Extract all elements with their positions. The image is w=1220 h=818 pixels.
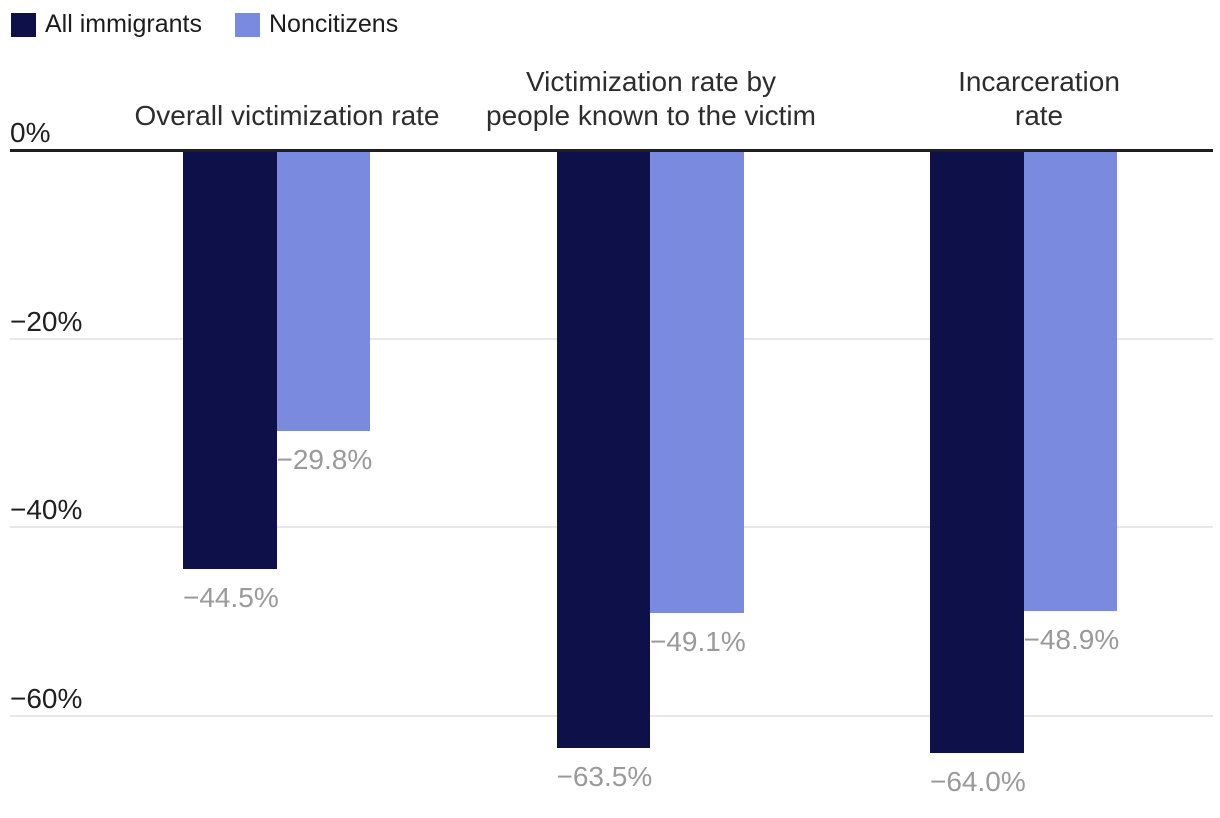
legend-item-all-immigrants: All immigrants	[11, 12, 202, 37]
column-header-2: Victimization rate by people known to th…	[486, 66, 816, 131]
value-label-noncitizens-group-2: −49.1%	[650, 625, 746, 657]
bar-all-immigrants-group-1	[183, 151, 277, 570]
y-tick-label: −60%	[10, 682, 83, 714]
legend: All immigrants Noncitizens	[11, 12, 398, 37]
legend-swatch-icon	[11, 12, 36, 37]
value-label-noncitizens-group-1: −29.8%	[276, 443, 373, 475]
legend-label: Noncitizens	[268, 10, 399, 38]
y-tick-label: −20%	[10, 305, 83, 337]
value-label-all-immigrants-group-1: −44.5%	[183, 582, 279, 614]
y-tick-label: 0%	[10, 117, 51, 148]
bar-noncitizens-group-1	[276, 151, 370, 431]
legend-swatch-icon	[234, 12, 260, 37]
bar-noncitizens-group-2	[650, 151, 744, 613]
legend-label: All immigrants	[45, 10, 202, 38]
column-header-1: Overall victimization rate	[134, 100, 440, 131]
y-tick-label: −40%	[10, 494, 83, 525]
bar-all-immigrants-group-3	[930, 151, 1024, 754]
value-label-all-immigrants-group-3: −64.0%	[930, 766, 1026, 798]
column-header-3: Incarceration rate	[958, 66, 1120, 131]
value-label-all-immigrants-group-2: −63.5%	[556, 761, 653, 793]
bar-noncitizens-group-3	[1023, 151, 1117, 611]
value-label-noncitizens-group-3: −48.9%	[1023, 623, 1120, 655]
legend-item-noncitizens: Noncitizens	[234, 10, 399, 38]
zero-baseline	[10, 149, 1213, 152]
bar-all-immigrants-group-2	[556, 151, 650, 749]
